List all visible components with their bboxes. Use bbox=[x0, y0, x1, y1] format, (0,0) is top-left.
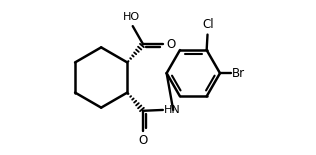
Text: O: O bbox=[166, 38, 175, 51]
Text: HN: HN bbox=[164, 105, 180, 115]
Text: O: O bbox=[138, 134, 148, 147]
Text: Br: Br bbox=[232, 67, 245, 80]
Text: Cl: Cl bbox=[203, 18, 214, 31]
Text: HO: HO bbox=[122, 12, 140, 22]
